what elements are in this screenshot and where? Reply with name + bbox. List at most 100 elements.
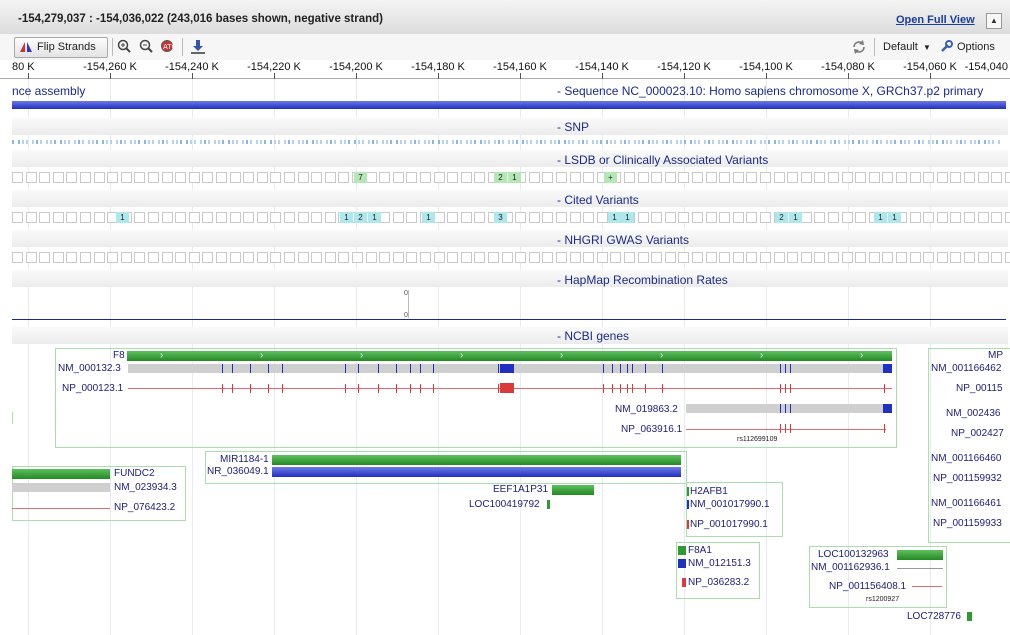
variant-cell[interactable]	[909, 252, 921, 263]
variant-cell[interactable]	[637, 212, 649, 223]
variant-cell[interactable]	[1004, 212, 1010, 223]
exon-tick[interactable]	[282, 364, 283, 373]
np-002427-label[interactable]: NP_002427	[951, 428, 1004, 439]
variant-cell[interactable]	[624, 172, 635, 183]
exon-tick[interactable]	[645, 364, 646, 373]
np-063916-protein[interactable]	[686, 429, 886, 430]
snp-mark[interactable]	[750, 140, 752, 144]
snp-mark[interactable]	[158, 140, 160, 144]
snp-mark[interactable]	[326, 140, 328, 144]
f8a1-label[interactable]: F8A1	[688, 545, 712, 556]
nm-001162936-transcript[interactable]	[897, 568, 943, 569]
snp-mark[interactable]	[124, 140, 126, 144]
snp-mark[interactable]	[438, 140, 440, 144]
variant-cell[interactable]	[583, 212, 595, 223]
variant-cell[interactable]	[515, 252, 527, 263]
variant-cell[interactable]	[25, 172, 37, 183]
exon-tick[interactable]	[662, 364, 663, 373]
variant-cell[interactable]	[324, 212, 336, 223]
variant-cell[interactable]	[52, 212, 64, 223]
snp-mark[interactable]	[424, 140, 426, 144]
snp-mark[interactable]	[960, 140, 962, 144]
variant-cell[interactable]	[148, 212, 159, 223]
open-full-view-link[interactable]: Open Full View	[896, 14, 975, 26]
nm-023934-label[interactable]: NM_023934.3	[114, 482, 177, 493]
variant-cell[interactable]	[188, 172, 200, 183]
snp-mark[interactable]	[516, 140, 518, 144]
variant-cell[interactable]	[365, 172, 377, 183]
np-000123-cds-block[interactable]	[500, 383, 514, 393]
variant-cell[interactable]	[800, 172, 812, 183]
snp-mark[interactable]	[792, 140, 794, 144]
nm-023934-transcript[interactable]	[12, 483, 110, 492]
snp-mark[interactable]	[46, 140, 48, 144]
exon-tick[interactable]	[620, 364, 621, 373]
variant-cell[interactable]	[216, 212, 227, 223]
snp-mark[interactable]	[526, 140, 528, 144]
snp-mark[interactable]	[642, 140, 644, 144]
snp-mark[interactable]	[624, 140, 626, 144]
exon-tick[interactable]	[612, 384, 613, 393]
rs1200927-label[interactable]: rs1200927	[866, 596, 900, 603]
exon-tick[interactable]	[884, 364, 885, 373]
nm-000132-exon-block[interactable]	[500, 364, 514, 373]
snp-mark[interactable]	[274, 140, 276, 144]
snp-mark[interactable]	[992, 140, 994, 144]
exon-tick[interactable]	[790, 384, 791, 393]
variant-cell[interactable]	[828, 252, 839, 263]
variant-cell[interactable]	[583, 172, 595, 183]
snp-mark[interactable]	[764, 140, 766, 144]
variant-cell[interactable]	[692, 172, 703, 183]
variant-cell[interactable]	[950, 252, 962, 263]
exon-tick[interactable]	[790, 404, 791, 413]
snp-mark[interactable]	[690, 140, 692, 144]
snp-mark[interactable]	[932, 140, 934, 144]
snp-mark[interactable]	[340, 140, 342, 144]
snp-mark[interactable]	[418, 140, 420, 144]
variant-count-badge[interactable]: 1	[368, 212, 381, 223]
variant-cell[interactable]	[80, 172, 91, 183]
snp-mark[interactable]	[172, 140, 174, 144]
download-icon[interactable]	[190, 39, 206, 55]
variant-cell[interactable]	[447, 212, 459, 223]
snp-mark[interactable]	[586, 140, 588, 144]
nm-001162936-label[interactable]: NM_001162936.1	[811, 562, 890, 573]
nm-001166460-label[interactable]: NM_001166460	[931, 453, 1002, 464]
snp-mark[interactable]	[134, 140, 136, 144]
variant-cell[interactable]	[651, 212, 663, 223]
variant-cell[interactable]	[488, 252, 499, 263]
variant-count-badge[interactable]: 1	[422, 212, 435, 223]
variant-cell[interactable]	[882, 172, 894, 183]
variant-cell[interactable]	[637, 172, 649, 183]
exon-tick[interactable]	[603, 384, 604, 393]
snp-mark[interactable]	[610, 140, 612, 144]
snp-mark[interactable]	[204, 140, 206, 144]
exon-tick[interactable]	[785, 404, 786, 413]
snp-mark[interactable]	[236, 140, 238, 144]
snp-mark[interactable]	[740, 140, 742, 144]
snp-mark[interactable]	[778, 140, 780, 144]
snp-mark[interactable]	[684, 140, 686, 144]
snp-mark[interactable]	[414, 140, 416, 144]
snp-mark[interactable]	[666, 140, 668, 144]
variant-cell[interactable]	[569, 172, 581, 183]
variant-cell[interactable]	[692, 252, 703, 263]
nm-001017990-bar[interactable]	[687, 500, 689, 509]
variant-cell[interactable]	[297, 252, 309, 263]
variant-cell[interactable]	[664, 252, 676, 263]
variant-cell[interactable]	[528, 172, 540, 183]
snp-mark[interactable]	[774, 140, 776, 144]
variant-cell[interactable]	[460, 212, 472, 223]
variant-cell[interactable]	[66, 172, 78, 183]
snp-mark[interactable]	[722, 140, 724, 144]
variant-cell[interactable]	[392, 172, 404, 183]
snp-mark[interactable]	[628, 140, 630, 144]
snp-mark[interactable]	[540, 140, 542, 144]
snp-mark[interactable]	[928, 140, 930, 144]
variant-cell[interactable]	[39, 172, 51, 183]
snp-mark[interactable]	[354, 140, 356, 144]
variant-cell[interactable]	[243, 252, 255, 263]
snp-mark[interactable]	[320, 140, 322, 144]
variant-cell[interactable]	[732, 252, 744, 263]
snp-mark[interactable]	[194, 140, 196, 144]
